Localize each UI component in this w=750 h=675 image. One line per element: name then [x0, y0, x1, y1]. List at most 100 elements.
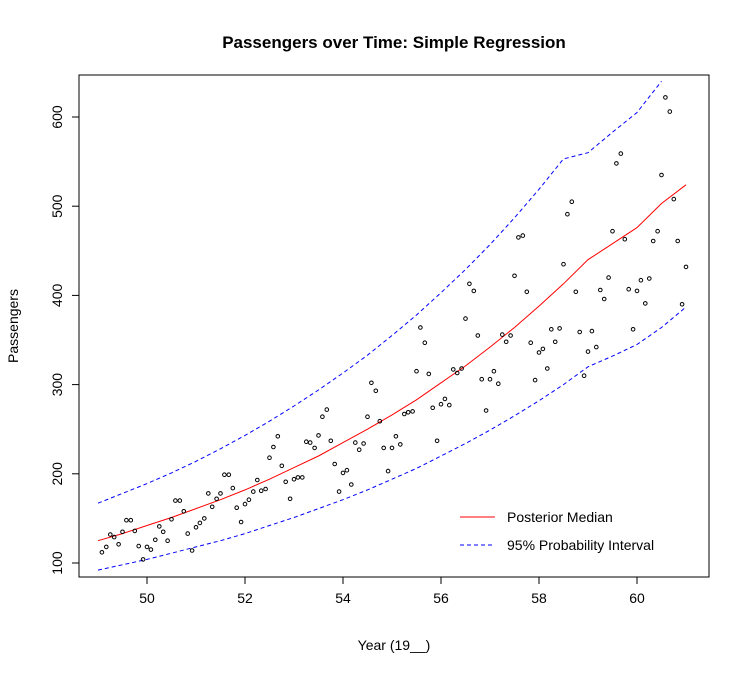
data-point	[471, 288, 477, 294]
data-point	[108, 532, 113, 537]
data-point	[454, 370, 460, 376]
x-tick-label: 60	[629, 590, 645, 606]
data-point	[447, 402, 452, 408]
data-point	[279, 463, 285, 469]
data-point	[500, 332, 505, 337]
data-point	[160, 529, 166, 535]
x-tick-label: 56	[433, 590, 449, 606]
data-point	[291, 476, 297, 482]
data-point	[312, 445, 317, 451]
y-tick-label: 600	[49, 105, 65, 129]
data-point	[557, 326, 562, 331]
data-point	[589, 328, 595, 334]
y-axis: 100 200 300 400 500 600	[49, 105, 79, 575]
data-point	[385, 468, 391, 474]
data-point	[638, 277, 644, 283]
data-point	[491, 368, 497, 374]
data-point	[132, 528, 138, 534]
data-point	[606, 275, 611, 280]
data-point	[467, 281, 472, 287]
data-point	[99, 550, 105, 555]
data-point	[459, 366, 464, 371]
legend-label-median: Posterior Median	[507, 509, 613, 525]
data-point	[663, 95, 668, 100]
data-point	[503, 339, 509, 345]
data-point	[565, 211, 570, 217]
x-tick-label: 50	[139, 590, 155, 606]
data-point	[332, 461, 338, 467]
data-point	[177, 498, 183, 503]
data-point	[181, 509, 187, 514]
data-point	[263, 486, 268, 492]
data-point	[679, 302, 685, 307]
data-point	[238, 519, 244, 525]
chart-title: Passengers over Time: Simple Regression	[222, 33, 566, 52]
data-point	[275, 434, 281, 439]
legend-label-interval: 95% Probability Interval	[507, 537, 654, 553]
data-point	[340, 470, 346, 476]
data-point	[344, 467, 350, 473]
data-point	[610, 228, 615, 234]
x-tick-label: 58	[531, 590, 547, 606]
data-point	[304, 439, 309, 445]
posterior-median-line	[97, 184, 687, 542]
data-point	[157, 524, 162, 529]
data-point	[140, 557, 146, 562]
data-point	[169, 517, 174, 522]
data-point	[655, 228, 660, 234]
data-point	[601, 296, 607, 302]
data-point	[173, 498, 178, 503]
data-point	[549, 327, 554, 332]
data-point	[246, 497, 252, 503]
data-point	[598, 287, 603, 293]
data-point	[451, 367, 456, 372]
data-point	[230, 485, 236, 491]
y-tick-label: 300	[49, 373, 65, 397]
data-point	[307, 440, 313, 445]
upper-interval-line	[97, 80, 662, 504]
data-point	[356, 447, 362, 453]
data-point	[650, 238, 656, 244]
data-point	[316, 433, 321, 438]
data-point	[487, 376, 493, 382]
data-point	[206, 491, 211, 496]
data-point	[508, 333, 513, 338]
data-point	[136, 543, 141, 549]
y-tick-label: 200	[49, 462, 65, 486]
data-point	[369, 380, 374, 386]
y-tick-label: 100	[49, 551, 65, 575]
data-point	[267, 455, 272, 461]
data-point	[197, 520, 203, 526]
data-point	[675, 238, 681, 244]
data-point	[516, 235, 521, 240]
data-point	[393, 434, 399, 439]
data-point	[209, 504, 215, 510]
data-point	[116, 542, 121, 547]
data-point	[361, 441, 366, 446]
data-point	[226, 472, 232, 478]
data-point	[475, 333, 481, 338]
data-point	[622, 236, 628, 242]
data-point	[377, 418, 383, 424]
data-point	[512, 273, 517, 279]
data-point	[402, 411, 407, 417]
data-point	[283, 479, 289, 485]
data-point	[185, 531, 190, 536]
data-point	[144, 544, 150, 550]
x-tick-label: 54	[335, 590, 351, 606]
data-point	[295, 475, 301, 480]
data-point	[353, 440, 358, 445]
data-point	[218, 491, 223, 496]
data-point	[148, 547, 154, 552]
data-point	[573, 289, 579, 295]
legend: Posterior Median 95% Probability Interva…	[460, 509, 654, 553]
data-point	[434, 438, 440, 444]
data-point	[630, 327, 636, 332]
data-point	[418, 325, 423, 330]
data-point	[128, 517, 134, 523]
data-point	[545, 366, 550, 371]
data-point	[389, 445, 395, 451]
data-point	[193, 525, 199, 530]
data-point	[667, 109, 673, 114]
data-point	[496, 381, 501, 387]
